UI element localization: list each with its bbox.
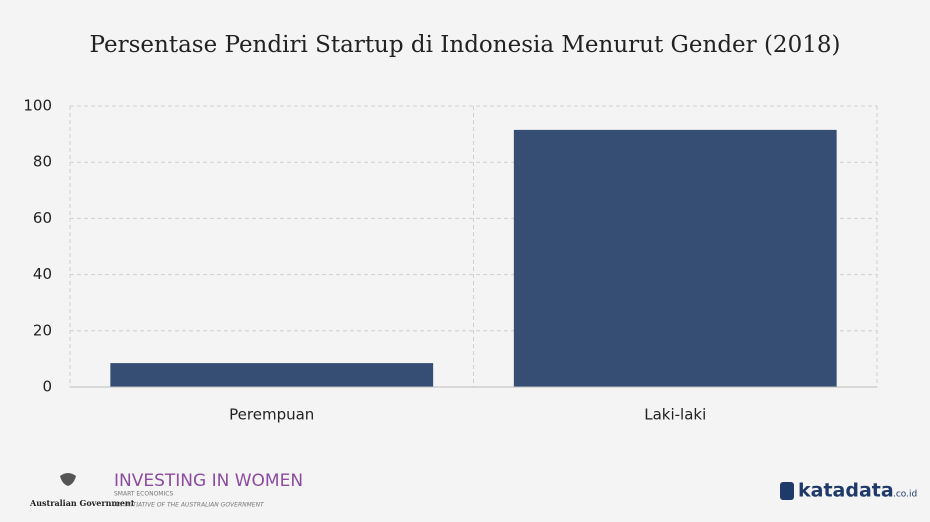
gov-label: Australian Government bbox=[29, 498, 135, 508]
bar bbox=[110, 363, 434, 387]
brand-domain: .co.id bbox=[893, 490, 917, 500]
smart-label: SMART ECONOMICS bbox=[114, 491, 173, 498]
y-tick-label: 40 bbox=[33, 265, 52, 283]
footer-left: Australian Government INVESTING IN WOMEN… bbox=[29, 471, 303, 509]
y-tick-label: 80 bbox=[33, 153, 52, 171]
brand-label: katadata bbox=[798, 480, 894, 502]
crest bbox=[60, 473, 76, 486]
iiw-label: INVESTING IN WOMEN bbox=[114, 471, 303, 491]
initiative-label: AN INITIATIVE OF THE AUSTRALIAN GOVERNME… bbox=[113, 502, 265, 509]
y-tick-label: 60 bbox=[33, 209, 52, 227]
y-tick-label: 20 bbox=[33, 321, 52, 339]
y-tick-label: 100 bbox=[23, 97, 52, 115]
brand-icon bbox=[780, 482, 794, 500]
chart-title: Persentase Pendiri Startup di Indonesia … bbox=[90, 32, 841, 58]
x-tick-label: Perempuan bbox=[229, 406, 314, 424]
x-tick-label: Laki-laki bbox=[644, 406, 706, 424]
bar bbox=[513, 129, 837, 387]
y-tick-label: 0 bbox=[42, 378, 52, 396]
footer-right: katadata .co.id bbox=[780, 480, 917, 502]
